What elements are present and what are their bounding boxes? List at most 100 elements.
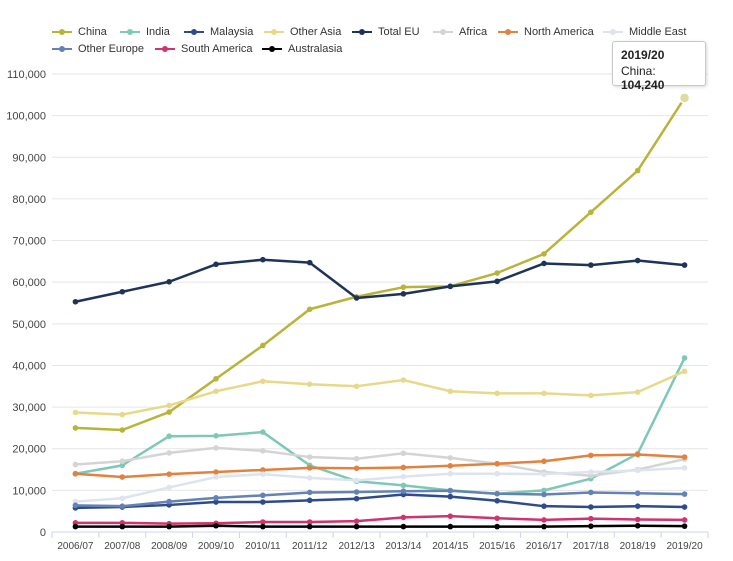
tooltip-series-label: China:: [621, 64, 656, 78]
data-point-north-america: [541, 458, 547, 465]
series-line-other-asia: [75, 370, 686, 416]
data-point-total-eu: [72, 298, 79, 305]
legend-label-africa: Africa: [459, 26, 488, 38]
legend-item-other-asia[interactable]: Other Asia: [264, 26, 341, 38]
data-point-south-america: [400, 514, 407, 521]
y-tick-label: 0: [40, 527, 46, 539]
y-tick-label: 60,000: [12, 277, 46, 289]
data-point-australasia: [213, 522, 219, 529]
data-point-other-asia: [494, 390, 500, 397]
x-tick-label: 2013/14: [385, 541, 422, 552]
y-tick-label: 80,000: [12, 194, 46, 206]
data-point-north-america: [260, 467, 266, 473]
series-line-total-eu: [75, 258, 685, 303]
legend-item-other-europe[interactable]: Other Europe: [52, 43, 144, 55]
data-point-india: [541, 487, 547, 494]
data-point-south-america: [353, 518, 360, 524]
data-point-north-america: [353, 465, 360, 472]
data-point-other-europe: [634, 490, 641, 497]
legend-swatch-china: [52, 27, 72, 37]
y-tick-label: 30,000: [12, 402, 46, 414]
data-point-china: [260, 342, 266, 349]
data-point-china: [541, 251, 547, 257]
legend-swatch-australasia: [262, 44, 282, 54]
data-point-north-america: [119, 474, 126, 480]
data-point-australasia: [588, 523, 594, 529]
data-point-other-europe: [119, 503, 126, 509]
data-point-malaysia: [634, 503, 641, 509]
data-point-other-europe: [494, 490, 500, 497]
data-point-total-eu: [494, 278, 500, 285]
data-point-other-europe: [353, 489, 360, 495]
data-point-total-eu: [166, 278, 172, 285]
data-point-australasia: [494, 523, 500, 530]
legend-item-north-america[interactable]: North America: [498, 26, 594, 38]
legend-item-south-america[interactable]: South America: [155, 43, 253, 55]
data-point-south-america: [494, 515, 500, 522]
data-point-total-eu: [447, 283, 454, 290]
legend-swatch-other-asia: [264, 27, 284, 37]
data-point-india: [119, 462, 126, 469]
legend-item-australasia[interactable]: Australasia: [262, 43, 342, 55]
data-point-china: [213, 375, 219, 382]
data-point-china: [588, 209, 594, 216]
data-point-north-america: [494, 460, 500, 467]
legend-item-china[interactable]: China: [52, 26, 107, 38]
data-point-other-asia: [634, 389, 641, 395]
data-point-other-europe: [306, 489, 313, 496]
data-point-other-asia: [213, 388, 219, 395]
data-point-total-eu: [541, 260, 547, 267]
data-point-india: [166, 433, 172, 440]
legend-item-india[interactable]: India: [120, 26, 170, 38]
data-point-china: [119, 427, 126, 433]
data-point-middle-east: [400, 473, 407, 480]
data-point-middle-east: [588, 469, 594, 475]
data-point-africa: [447, 455, 454, 461]
data-point-australasia: [166, 523, 172, 530]
data-point-china: [494, 270, 500, 276]
data-point-malaysia: [306, 497, 313, 504]
legend-swatch-malaysia: [184, 27, 204, 37]
data-point-north-america: [213, 469, 219, 475]
data-point-other-asia: [72, 409, 79, 416]
data-point-malaysia: [541, 503, 547, 509]
data-point-malaysia: [681, 504, 688, 510]
data-point-china: [166, 409, 172, 415]
data-point-middle-east: [260, 471, 266, 477]
data-point-australasia: [72, 523, 79, 530]
data-point-other-asia: [447, 388, 454, 395]
data-point-malaysia: [447, 493, 454, 500]
legend-item-africa[interactable]: Africa: [433, 26, 487, 38]
x-tick-label: 2010/11: [245, 541, 281, 552]
legend-swatch-middle-east: [603, 27, 623, 37]
data-point-africa: [119, 458, 126, 465]
data-point-other-europe: [213, 495, 219, 501]
legend-label-other-europe: Other Europe: [78, 43, 145, 55]
data-point-total-eu: [260, 256, 266, 263]
data-point-china: [72, 425, 79, 431]
data-point-north-america: [72, 470, 79, 477]
data-point-africa: [353, 455, 360, 462]
legend-item-total-eu[interactable]: Total EU: [352, 26, 420, 38]
series-line-north-america: [75, 453, 685, 479]
legend-label-china: China: [78, 26, 107, 38]
legend-item-malaysia[interactable]: Malaysia: [184, 26, 253, 38]
legend-item-middle-east[interactable]: Middle East: [603, 26, 686, 38]
data-point-china: [400, 284, 407, 290]
data-point-middle-east: [541, 471, 547, 477]
data-point-other-europe: [72, 502, 79, 509]
legend-label-north-america: North America: [524, 26, 594, 38]
y-tick-label: 10,000: [12, 485, 46, 497]
data-point-other-asia: [119, 411, 126, 418]
data-point-other-asia: [588, 392, 594, 399]
legend-swatch-india: [120, 27, 140, 37]
x-tick-label: 2011/12: [292, 541, 328, 552]
data-point-africa: [213, 445, 219, 451]
data-point-north-america: [400, 464, 407, 471]
tooltip: 2019/20 China: 104,240: [612, 41, 706, 92]
data-point-south-america: [260, 519, 266, 525]
x-tick-label: 2008/09: [151, 541, 188, 552]
data-point-other-asia: [166, 402, 172, 409]
tooltip-title: 2019/20: [621, 48, 665, 62]
